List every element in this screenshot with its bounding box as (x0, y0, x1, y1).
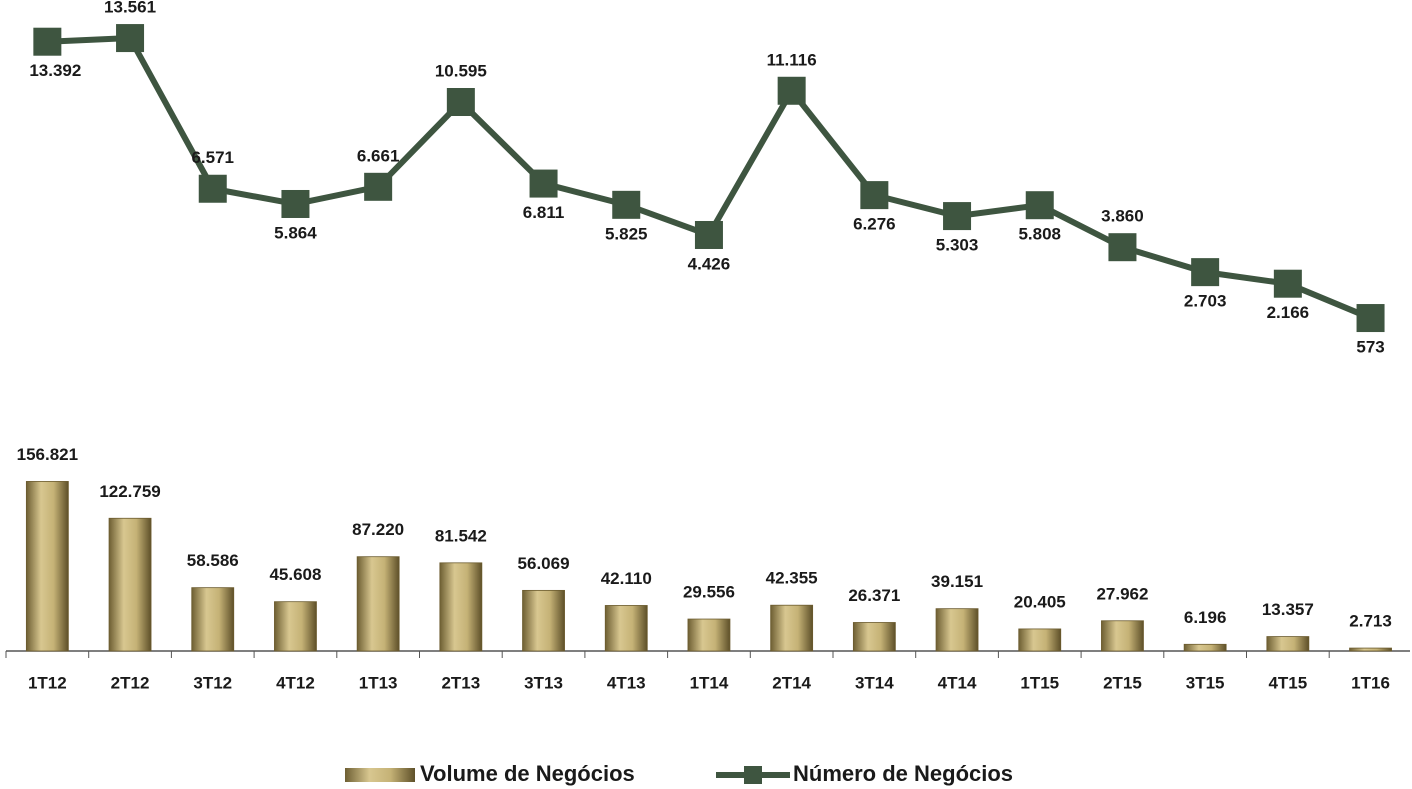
line-marker (1108, 233, 1137, 262)
line-marker (116, 24, 145, 53)
x-tick-label: 3T15 (1186, 673, 1225, 692)
x-tick-label: 3T14 (855, 673, 894, 692)
x-tick-label: 4T15 (1268, 673, 1307, 692)
bar-value-label: 2.713 (1349, 612, 1392, 631)
line-value-label: 13.392 (29, 61, 81, 80)
line-value-label: 13.561 (104, 0, 156, 17)
line-value-label: 573 (1356, 338, 1384, 357)
x-tick-label: 4T14 (938, 673, 977, 692)
line-value-label: 6.276 (853, 215, 896, 234)
line-marker (446, 88, 475, 117)
line-value-label: 10.595 (435, 61, 487, 80)
x-tick-label: 4T12 (276, 673, 315, 692)
line-marker (694, 220, 723, 249)
line-marker (1356, 304, 1385, 333)
line-value-label: 5.808 (1018, 225, 1061, 244)
bar-value-label: 122.759 (99, 482, 160, 501)
line-marker (364, 172, 393, 201)
bar (191, 587, 235, 652)
x-tick-label: 1T13 (359, 673, 398, 692)
x-tick-label: 1T12 (28, 673, 67, 692)
line (47, 34, 1372, 321)
line-marker (860, 181, 889, 210)
x-tick-label: 1T14 (690, 673, 729, 692)
bar (108, 517, 152, 652)
bar-value-label: 81.542 (435, 526, 487, 545)
bar (25, 481, 69, 652)
bar-value-label: 156.821 (17, 445, 78, 464)
bar-value-label: 13.357 (1262, 600, 1314, 619)
legend-label: Volume de Negócios (420, 761, 635, 786)
bar (274, 601, 317, 652)
x-tick-label: 3T12 (193, 673, 232, 692)
line-value-label: 6.571 (191, 148, 234, 167)
line-value-label: 5.864 (274, 223, 317, 242)
bar-value-label: 42.110 (601, 569, 652, 588)
line-value-label: 4.426 (688, 254, 731, 273)
line-value-label: 3.860 (1101, 207, 1144, 226)
line-marker (33, 27, 62, 56)
bar-value-label: 26.371 (848, 586, 900, 605)
line-value-label: 5.825 (605, 224, 648, 243)
x-tick-label: 3T13 (524, 673, 563, 692)
bar (1018, 628, 1062, 652)
bar-value-label: 27.962 (1096, 584, 1148, 603)
line-marker (612, 190, 641, 219)
x-tick-label: 2T13 (441, 673, 480, 692)
line-value-label: 6.661 (357, 146, 400, 165)
bar-value-label: 56.069 (518, 554, 570, 573)
legend-label: Número de Negócios (793, 761, 1013, 786)
bar-value-label: 45.608 (269, 565, 321, 584)
bar-value-label: 39.151 (931, 572, 983, 591)
line-marker (1273, 269, 1302, 298)
line-marker (529, 169, 558, 198)
bar (1183, 643, 1227, 652)
bar-value-label: 20.405 (1014, 592, 1066, 611)
bar (439, 562, 483, 652)
x-tick-label: 2T14 (772, 673, 811, 692)
bar (687, 618, 731, 652)
line-marker (1191, 258, 1220, 287)
x-tick-label: 2T15 (1103, 673, 1142, 692)
line-value-label: 2.166 (1267, 303, 1310, 322)
bar (852, 622, 896, 652)
bar (1349, 647, 1392, 652)
bar-value-label: 87.220 (352, 520, 404, 539)
line-value-label: 6.811 (523, 203, 565, 222)
line-marker (198, 174, 227, 203)
bar-value-label: 58.586 (187, 551, 239, 570)
line-marker (777, 76, 806, 105)
bar (770, 604, 814, 652)
x-tick-label: 4T13 (607, 673, 646, 692)
bar-value-label: 29.556 (683, 583, 735, 602)
legend-swatch (345, 768, 415, 782)
x-tick-label: 2T12 (111, 673, 150, 692)
line-value-label: 11.116 (767, 50, 817, 69)
line-marker (1025, 191, 1054, 220)
bar-value-label: 6.196 (1184, 608, 1227, 627)
line-value-label: 5.303 (936, 236, 979, 255)
x-tick-label: 1T16 (1351, 673, 1390, 692)
bar (604, 605, 648, 652)
bar (1266, 636, 1310, 652)
x-tick-label: 1T15 (1020, 673, 1059, 692)
bar (356, 556, 400, 652)
line-marker (943, 202, 972, 231)
line-marker (281, 189, 310, 218)
bar (935, 608, 979, 652)
legend-marker (744, 766, 762, 784)
line-value-label: 2.703 (1184, 292, 1227, 311)
bar-value-label: 42.355 (766, 569, 818, 588)
bar (1101, 620, 1144, 652)
bar (522, 589, 565, 652)
